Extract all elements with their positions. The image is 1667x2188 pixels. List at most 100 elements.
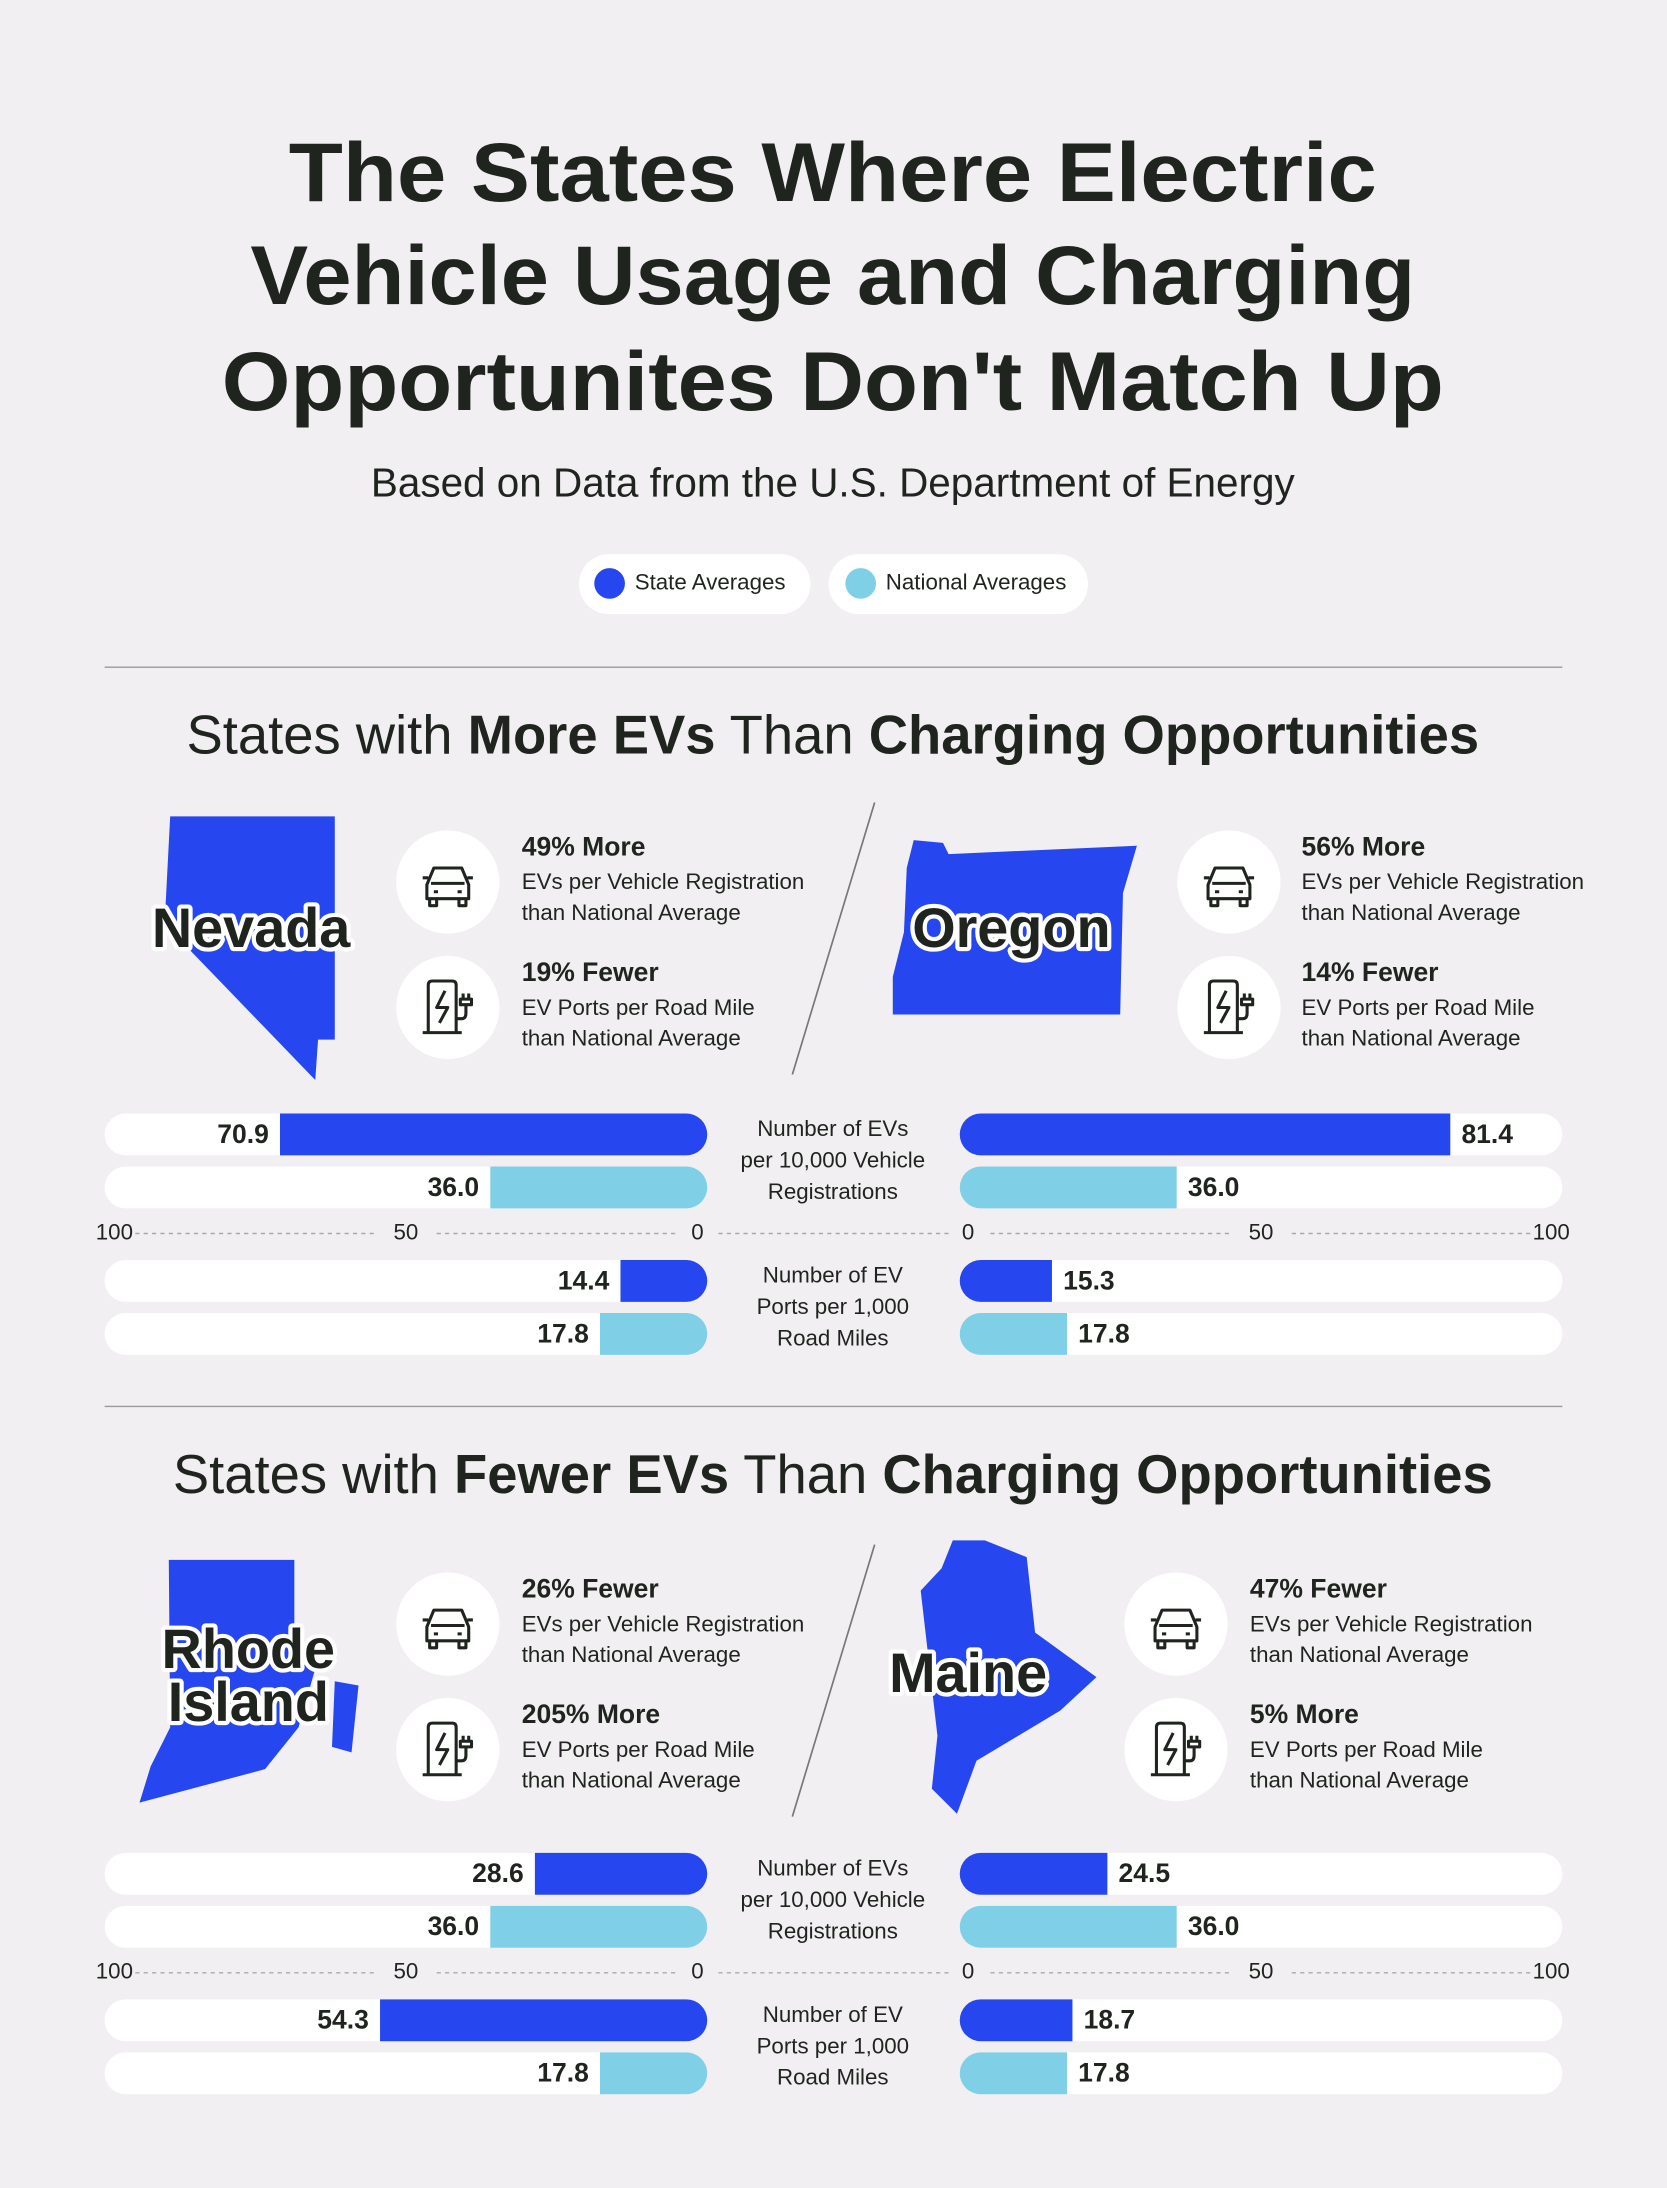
state-name: Maine — [889, 1641, 1047, 1704]
value-label: 17.8 — [1078, 1318, 1130, 1348]
x-tick-label: 50 — [394, 1219, 419, 1244]
car-icon — [1203, 866, 1255, 908]
bar — [959, 2052, 1068, 2095]
stat-description: than National Average — [522, 1768, 741, 1793]
nevada-map — [164, 816, 335, 1081]
state-name: Oregon — [912, 896, 1110, 959]
stat-description: than National Average — [1250, 1642, 1469, 1667]
bar-track — [959, 1313, 1563, 1355]
metric-label: per 10,000 Vehicle — [740, 1148, 925, 1173]
x-tick-label: 100 — [96, 1959, 133, 1984]
stat-description: EVs per Vehicle Registration — [1302, 869, 1585, 894]
rhode-island-map — [139, 1559, 316, 1803]
charger-icon — [422, 979, 474, 1035]
stat-headline: 5% More — [1250, 1699, 1359, 1729]
stat-headline: 56% More — [1302, 831, 1426, 861]
x-tick-label: 50 — [394, 1959, 419, 1984]
stat-description: than National Average — [522, 1642, 741, 1667]
bar — [599, 1313, 708, 1355]
car-icon — [1150, 1608, 1202, 1650]
stat-description: EVs per Vehicle Registration — [522, 1611, 805, 1636]
stat-headline: 26% Fewer — [522, 1574, 659, 1604]
state-maps — [139, 816, 1137, 1814]
value-label: 28.6 — [472, 1858, 524, 1888]
stat-description: EV Ports per Road Mile — [1250, 1737, 1483, 1762]
bar-track — [104, 1313, 708, 1355]
x-tick-label: 100 — [1533, 1959, 1570, 1984]
bar — [959, 1260, 1052, 1302]
charger-icon — [1150, 1721, 1202, 1777]
separator — [791, 1544, 876, 1817]
bar — [959, 1852, 1108, 1895]
state-name: Rhode — [162, 1617, 336, 1680]
legend-swatch — [594, 568, 625, 599]
stat-headline: 205% More — [522, 1699, 660, 1729]
value-label: 14.4 — [558, 1265, 610, 1295]
x-tick-label: 50 — [1249, 1959, 1274, 1984]
heading-part: Charging Opportunities — [882, 1444, 1492, 1505]
metric-label: Road Miles — [777, 1325, 889, 1350]
stat-description: EVs per Vehicle Registration — [1250, 1611, 1533, 1636]
metric-label: Number of EV — [763, 1263, 903, 1288]
car-icon — [422, 866, 473, 908]
bar-track — [959, 1999, 1563, 2042]
metric-label: Number of EVs — [757, 1855, 908, 1880]
x-tick-label: 0 — [962, 1219, 974, 1244]
stat-description: than National Average — [522, 1025, 741, 1050]
value-label: 18.7 — [1084, 2005, 1136, 2035]
metric-label: per 10,000 Vehicle — [740, 1887, 925, 1912]
bar — [490, 1905, 708, 1948]
value-label: 36.0 — [428, 1172, 480, 1202]
stat-description: than National Average — [1250, 1768, 1469, 1793]
x-tick-label: 50 — [1249, 1219, 1274, 1244]
title-line: Vehicle Usage and Charging — [250, 228, 1415, 322]
bar-track — [104, 1260, 708, 1302]
stat-description: EV Ports per Road Mile — [522, 995, 755, 1020]
x-tick-label: 0 — [691, 1959, 703, 1984]
metric-label: Ports per 1,000 — [757, 2033, 909, 2058]
heading-part: Than — [716, 705, 869, 766]
value-label: 36.0 — [1188, 1172, 1240, 1202]
bar — [959, 1999, 1073, 2042]
stat-description: than National Average — [522, 900, 741, 925]
stat-description: than National Average — [1302, 1025, 1521, 1050]
maine-map — [920, 1540, 1097, 1814]
bar — [620, 1260, 708, 1302]
bar-track — [959, 2052, 1563, 2095]
metric-label: Number of EVs — [757, 1116, 908, 1141]
value-label: 15.3 — [1063, 1265, 1115, 1295]
bar-track — [959, 1852, 1563, 1895]
bar — [490, 1166, 708, 1209]
section-heading: States with Fewer EVs Than Charging Oppo… — [173, 1444, 1493, 1505]
subtitle: Based on Data from the U.S. Department o… — [371, 459, 1296, 505]
title-line: The States Where Electric — [289, 125, 1377, 219]
bar — [599, 2052, 708, 2095]
stat-description: than National Average — [1302, 900, 1521, 925]
x-tick-label: 0 — [962, 1959, 974, 1984]
state-name: Nevada — [152, 896, 351, 959]
metric-label: Registrations — [768, 1918, 898, 1943]
charger-icon — [1203, 979, 1255, 1035]
bar — [534, 1852, 708, 1895]
bar — [959, 1113, 1451, 1156]
section-heading: States with More EVs Than Charging Oppor… — [186, 705, 1479, 766]
legend-swatch — [845, 568, 877, 599]
value-label: 36.0 — [1188, 1911, 1240, 1941]
value-label: 36.0 — [428, 1911, 480, 1941]
bar-track — [959, 1260, 1563, 1302]
metric-label: Ports per 1,000 — [757, 1294, 909, 1319]
bar-track — [104, 2052, 708, 2095]
bar — [959, 1905, 1177, 1948]
heading-part: More EVs — [468, 705, 716, 766]
bar — [279, 1113, 708, 1156]
stat-headline: 19% Fewer — [522, 957, 659, 987]
heading-part: Than — [729, 1444, 882, 1505]
bar — [959, 1166, 1177, 1209]
value-label: 70.9 — [217, 1119, 269, 1149]
heading-part: States with — [173, 1444, 454, 1505]
car-icon — [422, 1608, 473, 1650]
stat-description: EV Ports per Road Mile — [1302, 995, 1535, 1020]
bar — [959, 1313, 1068, 1355]
stat-description: EVs per Vehicle Registration — [522, 869, 805, 894]
